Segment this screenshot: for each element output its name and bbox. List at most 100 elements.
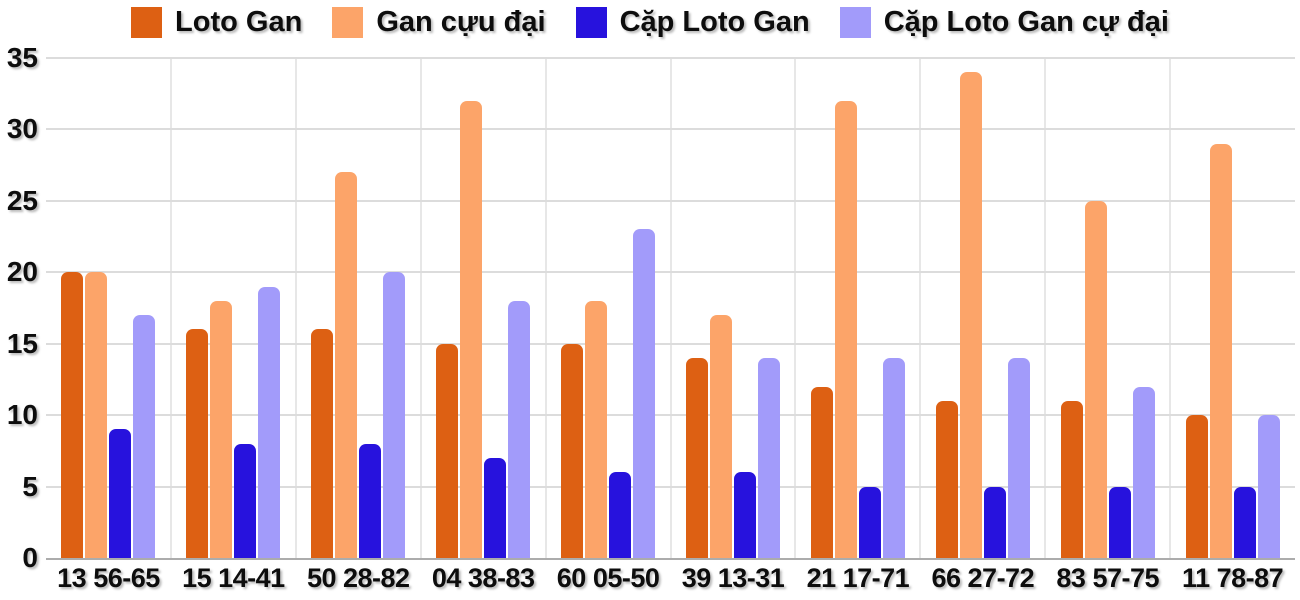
x-tick-label: 60 05-50 xyxy=(556,563,660,593)
bar-cap-loto-gan-cu-ai[interactable] xyxy=(882,358,905,558)
legend-swatch xyxy=(131,7,163,38)
gridline-horizontal xyxy=(46,271,1295,274)
bar-gan-cuu-ai[interactable] xyxy=(1084,200,1107,558)
bar-group-60-05-50 xyxy=(546,58,671,558)
bar-gan-cuu-ai[interactable] xyxy=(335,172,358,558)
y-tick-label: 5 xyxy=(22,470,38,502)
x-axis-cell: 39 13-31 xyxy=(671,563,796,597)
bar-gan-cuu-ai[interactable] xyxy=(959,72,982,558)
bar-loto-gan[interactable] xyxy=(561,343,584,558)
bar-cap-loto-gan[interactable] xyxy=(733,472,756,558)
legend-label: Gan cựu đại xyxy=(376,6,546,38)
bar-loto-gan[interactable] xyxy=(810,386,833,558)
bar-cap-loto-gan-cu-ai[interactable] xyxy=(633,229,656,558)
bar-group-13-56-65 xyxy=(46,58,171,558)
bar-loto-gan[interactable] xyxy=(311,329,334,558)
chart-legend: Loto Gan Gan cựu đại Cặp Loto Gan Cặp Loto … xyxy=(0,6,1300,39)
x-tick-label: 11 78-87 xyxy=(1182,563,1284,593)
bar-loto-gan[interactable] xyxy=(61,272,84,558)
bar-cap-loto-gan[interactable] xyxy=(1233,486,1256,558)
legend-swatch xyxy=(575,7,607,38)
x-tick-label: 21 17-71 xyxy=(806,563,910,593)
bar-cap-loto-gan[interactable] xyxy=(234,443,257,558)
x-axis-cell: 50 28-82 xyxy=(296,563,421,597)
gridline-vertical xyxy=(794,58,797,558)
bar-cap-loto-gan-cu-ai[interactable] xyxy=(133,315,156,558)
legend-swatch xyxy=(332,7,364,38)
bar-gan-cuu-ai[interactable] xyxy=(585,300,608,558)
bar-group-83-57-75 xyxy=(1045,58,1170,558)
bar-group-50-28-82 xyxy=(296,58,421,558)
bar-loto-gan[interactable] xyxy=(935,400,958,558)
x-axis-cell: 13 56-65 xyxy=(46,563,171,597)
x-tick-label: 04 38-83 xyxy=(431,563,535,593)
bar-groups xyxy=(46,58,1295,558)
legend-item-cap-loto-gan-cu-ai[interactable]: Cặp Loto Gan cự đại xyxy=(839,6,1169,39)
bar-gan-cuu-ai[interactable] xyxy=(210,300,233,558)
x-axis-cell: 60 05-50 xyxy=(546,563,671,597)
gridline-horizontal xyxy=(46,199,1295,202)
x-axis-cell: 21 17-71 xyxy=(795,563,920,597)
bar-loto-gan[interactable] xyxy=(1185,415,1208,558)
bar-group-11-78-87 xyxy=(1170,58,1295,558)
gridline-vertical xyxy=(544,58,547,558)
x-tick-label: 15 14-41 xyxy=(182,563,285,593)
x-tick-label: 50 28-82 xyxy=(306,563,410,593)
bar-group-39-13-31 xyxy=(671,58,796,558)
bar-cap-loto-gan-cu-ai[interactable] xyxy=(383,272,406,558)
bar-gan-cuu-ai[interactable] xyxy=(1209,143,1232,558)
legend-label: Loto Gan xyxy=(175,6,303,38)
gridline-horizontal xyxy=(46,57,1295,59)
y-tick-label: 10 xyxy=(6,399,38,431)
y-tick-label: 15 xyxy=(6,327,38,359)
bar-cap-loto-gan[interactable] xyxy=(109,429,132,558)
x-axis: 13 56-65 15 14-41 50 28-82 04 38-83 60 05-50… xyxy=(46,563,1295,597)
x-tick-label: 39 13-31 xyxy=(681,563,785,593)
bar-cap-loto-gan-cu-ai[interactable] xyxy=(508,300,531,558)
legend-item-gan-cuu-ai[interactable]: Gan cựu đại xyxy=(332,6,546,39)
gridline-horizontal xyxy=(46,128,1295,131)
bar-cap-loto-gan-cu-ai[interactable] xyxy=(757,358,780,558)
bar-loto-gan[interactable] xyxy=(186,329,209,558)
x-axis-cell: 04 38-83 xyxy=(421,563,546,597)
bar-cap-loto-gan-cu-ai[interactable] xyxy=(1257,415,1280,558)
y-tick-label: 20 xyxy=(6,256,38,288)
x-axis-cell: 66 27-72 xyxy=(920,563,1045,597)
bar-cap-loto-gan-cu-ai[interactable] xyxy=(1007,358,1030,558)
gridline-vertical xyxy=(919,58,922,558)
bar-cap-loto-gan-cu-ai[interactable] xyxy=(258,286,281,558)
bar-gan-cuu-ai[interactable] xyxy=(85,272,108,558)
gridline-vertical xyxy=(669,58,672,558)
legend-item-loto-gan[interactable]: Loto Gan xyxy=(131,6,302,39)
bar-gan-cuu-ai[interactable] xyxy=(460,100,483,558)
bar-gan-cuu-ai[interactable] xyxy=(709,315,732,558)
bar-cap-loto-gan[interactable] xyxy=(858,486,881,558)
x-axis-cell: 15 14-41 xyxy=(171,563,296,597)
gridline-vertical xyxy=(169,58,172,558)
plot-area xyxy=(46,57,1295,560)
x-axis-cell: 11 78-87 xyxy=(1170,563,1295,597)
x-tick-label: 13 56-65 xyxy=(57,563,160,593)
legend-item-cap-loto-gan[interactable]: Cặp Loto Gan xyxy=(575,6,810,39)
bar-group-66-27-72 xyxy=(920,58,1045,558)
bar-gan-cuu-ai[interactable] xyxy=(834,100,857,558)
bar-group-15-14-41 xyxy=(171,58,296,558)
bar-cap-loto-gan-cu-ai[interactable] xyxy=(1132,386,1155,558)
bar-cap-loto-gan[interactable] xyxy=(609,472,632,558)
legend-label: Cặp Loto Gan cự đại xyxy=(883,6,1169,38)
bar-cap-loto-gan[interactable] xyxy=(1108,486,1131,558)
x-tick-label: 83 57-75 xyxy=(1056,563,1159,593)
x-tick-label: 66 27-72 xyxy=(931,563,1035,593)
gridline-horizontal xyxy=(46,342,1295,345)
legend-label: Cặp Loto Gan xyxy=(619,6,810,38)
gridline-horizontal xyxy=(46,485,1295,488)
bar-cap-loto-gan[interactable] xyxy=(359,443,382,558)
bar-loto-gan[interactable] xyxy=(685,358,708,558)
bar-group-21-17-71 xyxy=(795,58,920,558)
bar-loto-gan[interactable] xyxy=(436,343,459,558)
y-tick-label: 30 xyxy=(6,113,38,145)
bar-loto-gan[interactable] xyxy=(1060,400,1083,558)
bar-cap-loto-gan[interactable] xyxy=(484,458,507,558)
bar-cap-loto-gan[interactable] xyxy=(983,486,1006,558)
